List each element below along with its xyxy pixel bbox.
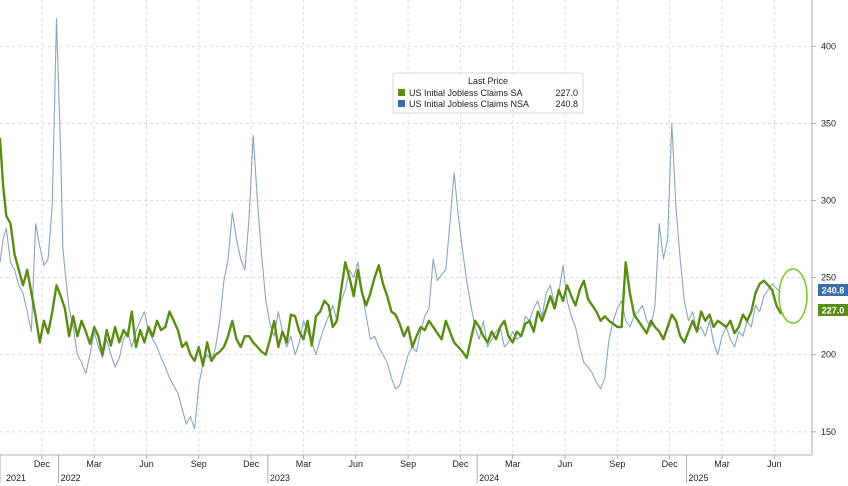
- legend-value-nsa: 240.8: [555, 99, 578, 109]
- y-tick-label: 250: [821, 273, 836, 283]
- legend-box: [392, 72, 584, 114]
- legend-title: Last Price: [468, 76, 508, 86]
- x-month-label: Jun: [139, 459, 154, 469]
- x-year-label: 2025: [688, 473, 708, 483]
- x-month-label: Dec: [34, 459, 51, 469]
- x-year-label: 2022: [61, 473, 81, 483]
- sa-series: [0, 137, 782, 367]
- legend-swatch-nsa: [398, 100, 405, 107]
- y-tick-label: 350: [821, 118, 836, 128]
- last-value-flag-nsa: 240.8: [818, 284, 848, 296]
- legend-label-nsa: US Initial Jobless Claims NSA: [409, 99, 529, 109]
- x-month-label: Dec: [243, 459, 260, 469]
- x-year-label: 2021: [6, 473, 26, 483]
- x-year-label: 2023: [270, 473, 290, 483]
- x-month-label: Sep: [400, 459, 416, 469]
- x-month-label: Mar: [505, 459, 521, 469]
- x-axis: Dec Mar Jun Sep Dec Mar Jun Sep Dec Mar Jun Sep Dec M…: [0, 455, 782, 483]
- flag-nsa-value: 240.8: [822, 286, 845, 296]
- x-month-label: Sep: [609, 459, 625, 469]
- last-value-flag-sa: 227.0: [818, 304, 848, 316]
- y-axis: 150 200 250 300 350 400: [812, 41, 836, 437]
- x-month-label: Dec: [662, 459, 679, 469]
- highlight-circle: [778, 268, 808, 324]
- x-year-label: 2024: [479, 473, 499, 483]
- flag-sa-bg: [818, 304, 848, 316]
- y-tick-label: 400: [821, 41, 836, 51]
- x-month-label: Jun: [349, 459, 364, 469]
- y-tick-label: 300: [821, 196, 836, 206]
- y-tick-label: 150: [821, 427, 836, 437]
- legend-swatch-sa: [398, 89, 405, 96]
- x-month-label: Mar: [714, 459, 730, 469]
- flag-sa-value: 227.0: [822, 306, 845, 316]
- x-month-label: Jun: [558, 459, 573, 469]
- flag-nsa-bg: [818, 284, 848, 296]
- y-tick-label: 200: [821, 350, 836, 360]
- legend: Last Price US Initial Jobless Claims SA …: [392, 72, 584, 114]
- x-month-label: Sep: [191, 459, 207, 469]
- x-month-label: Mar: [86, 459, 102, 469]
- grid: [0, 0, 813, 456]
- x-month-label: Jun: [767, 459, 782, 469]
- sa-line: [0, 137, 782, 367]
- x-month-label: Mar: [296, 459, 312, 469]
- x-month-label: Dec: [452, 459, 469, 469]
- legend-label-sa: US Initial Jobless Claims SA: [409, 88, 523, 98]
- legend-value-sa: 227.0: [555, 88, 578, 98]
